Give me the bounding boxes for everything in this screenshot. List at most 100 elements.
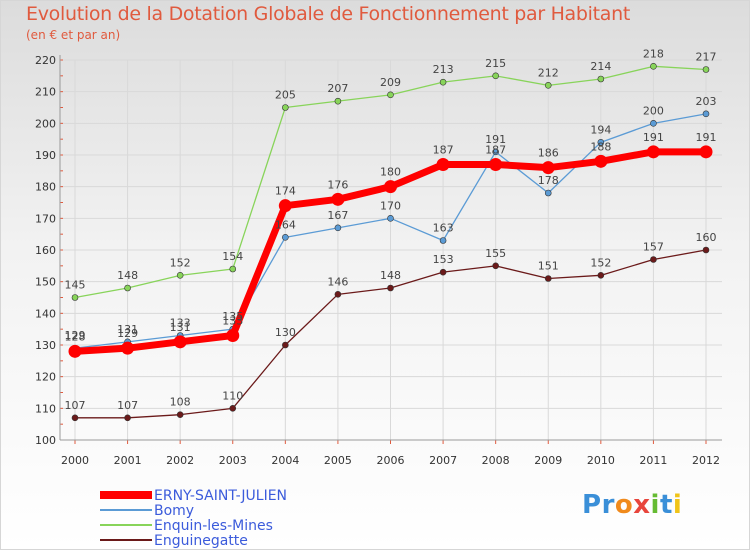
- data-point-enguinegatte: [334, 291, 342, 298]
- axes: 100 110 120 130 140 150 160 170 180 190 200 210 220 2…: [35, 54, 722, 467]
- data-point-bomy: [492, 148, 499, 156]
- data-label-enguinegatte: 160: [696, 231, 717, 244]
- data-point-erny-saint-julien: [384, 180, 397, 194]
- data-point-bomy: [544, 189, 552, 197]
- data-point-bomy: [387, 215, 394, 222]
- data-point-enguinegatte: [702, 246, 710, 254]
- data-label-enguinegatte: 108: [170, 396, 191, 409]
- data-label-enguinegatte: 130: [275, 326, 296, 339]
- data-label-erny-saint-julien: 176: [327, 178, 348, 191]
- data-point-erny-saint-julien: [489, 158, 503, 171]
- data-point-enguinegatte: [650, 256, 657, 263]
- data-point-bomy: [282, 234, 289, 241]
- data-label-erny-saint-julien: 128: [65, 330, 86, 343]
- data-label-enquin-les-mines: 213: [433, 63, 454, 76]
- proxiti-logo: Proxiti: [582, 490, 682, 520]
- data-label-enguinegatte: 110: [222, 389, 243, 402]
- x-tick-label: 2007: [429, 454, 457, 467]
- y-tick-label: 140: [35, 307, 56, 320]
- data-point-enquin-les-mines: [597, 75, 605, 83]
- data-labels: 107 107 108 110 130 146 148 153 155 151 152 157 160 1…: [65, 47, 717, 412]
- data-point-enquin-les-mines: [650, 63, 657, 70]
- data-label-bomy: 164: [275, 218, 296, 231]
- data-label-enguinegatte: 107: [65, 399, 86, 412]
- data-label-erny-saint-julien: 188: [590, 140, 611, 153]
- data-label-enquin-les-mines: 145: [65, 279, 86, 292]
- data-point-enguinegatte: [597, 272, 605, 279]
- data-label-enguinegatte: 157: [643, 241, 664, 254]
- data-label-enquin-les-mines: 148: [117, 269, 138, 282]
- legend-label-enguinegatte: Enguinegatte: [154, 533, 248, 549]
- legend: ERNY-SAINT-JULIENBomyEnquin-les-MinesEng…: [100, 488, 287, 549]
- y-tick-label: 190: [35, 149, 56, 162]
- data-point-erny-saint-julien: [226, 329, 240, 342]
- data-point-bomy: [597, 139, 605, 146]
- logo-letter: i: [650, 490, 660, 520]
- data-point-bomy: [650, 120, 657, 127]
- chart-subtitle: (en € et par an): [26, 28, 121, 42]
- data-label-erny-saint-julien: 187: [433, 144, 454, 157]
- x-tick-label: 2010: [587, 454, 615, 467]
- data-point-enguinegatte: [124, 414, 131, 422]
- data-label-erny-saint-julien: 186: [538, 147, 559, 160]
- data-label-bomy: 163: [433, 222, 454, 235]
- data-point-erny-saint-julien: [173, 335, 187, 349]
- data-point-erny-saint-julien: [646, 145, 660, 159]
- data-point-enguinegatte: [71, 414, 79, 422]
- x-tick-label: 2011: [639, 454, 667, 467]
- data-point-bomy: [334, 224, 342, 232]
- data-label-enguinegatte: 155: [485, 247, 506, 260]
- data-label-bomy: 178: [538, 174, 559, 187]
- data-label-bomy: 129: [65, 329, 86, 342]
- data-label-enquin-les-mines: 207: [327, 82, 348, 95]
- data-label-enquin-les-mines: 217: [696, 51, 717, 64]
- data-label-enquin-les-mines: 154: [222, 250, 243, 263]
- x-tick-label: 2003: [219, 454, 247, 467]
- logo-letter: x: [633, 490, 651, 520]
- data-label-erny-saint-julien: 191: [643, 131, 664, 144]
- logo-letter: t: [659, 490, 673, 520]
- data-label-enquin-les-mines: 152: [170, 256, 191, 269]
- data-point-enquin-les-mines: [492, 72, 499, 80]
- data-point-enquin-les-mines: [71, 294, 79, 301]
- grid: [60, 59, 722, 441]
- data-label-erny-saint-julien: 133: [222, 315, 243, 328]
- y-tick-label: 200: [35, 117, 56, 130]
- data-label-enquin-les-mines: 215: [485, 57, 506, 70]
- data-point-enquin-les-mines: [702, 66, 710, 73]
- data-point-enguinegatte: [282, 341, 289, 349]
- y-tick-label: 110: [35, 402, 56, 415]
- x-tick-label: 2002: [166, 454, 194, 467]
- data-point-enquin-les-mines: [334, 97, 342, 105]
- y-tick-label: 130: [35, 339, 56, 352]
- data-label-bomy: 135: [222, 310, 243, 323]
- y-tick-label: 170: [35, 212, 56, 225]
- x-tick-label: 2009: [534, 454, 562, 467]
- x-tick-label: 2005: [324, 454, 352, 467]
- data-point-enguinegatte: [387, 284, 394, 292]
- data-point-enquin-les-mines: [176, 272, 184, 279]
- data-label-enquin-les-mines: 214: [590, 60, 611, 73]
- y-tick-label: 120: [35, 371, 56, 384]
- data-label-enguinegatte: 146: [327, 275, 348, 288]
- data-point-enguinegatte: [544, 275, 552, 282]
- data-point-enguinegatte: [492, 262, 499, 270]
- data-point-erny-saint-julien: [541, 161, 555, 175]
- series-layer: [68, 63, 713, 422]
- data-label-bomy: 133: [170, 317, 191, 330]
- data-point-enguinegatte: [439, 268, 447, 276]
- data-point-erny-saint-julien: [121, 341, 135, 355]
- data-label-bomy: 167: [327, 209, 348, 222]
- data-label-enguinegatte: 151: [538, 260, 559, 273]
- data-label-bomy: 191: [485, 133, 506, 146]
- data-point-enquin-les-mines: [439, 78, 447, 86]
- x-tick-label: 2012: [692, 454, 720, 467]
- data-label-enquin-les-mines: 218: [643, 47, 664, 60]
- data-point-erny-saint-julien: [436, 158, 450, 171]
- data-label-erny-saint-julien: 191: [696, 131, 717, 144]
- y-tick-label: 150: [35, 276, 56, 289]
- data-label-erny-saint-julien: 180: [380, 166, 401, 179]
- data-label-bomy: 170: [380, 199, 401, 212]
- legend-label-erny-saint-julien: ERNY-SAINT-JULIEN: [154, 488, 287, 504]
